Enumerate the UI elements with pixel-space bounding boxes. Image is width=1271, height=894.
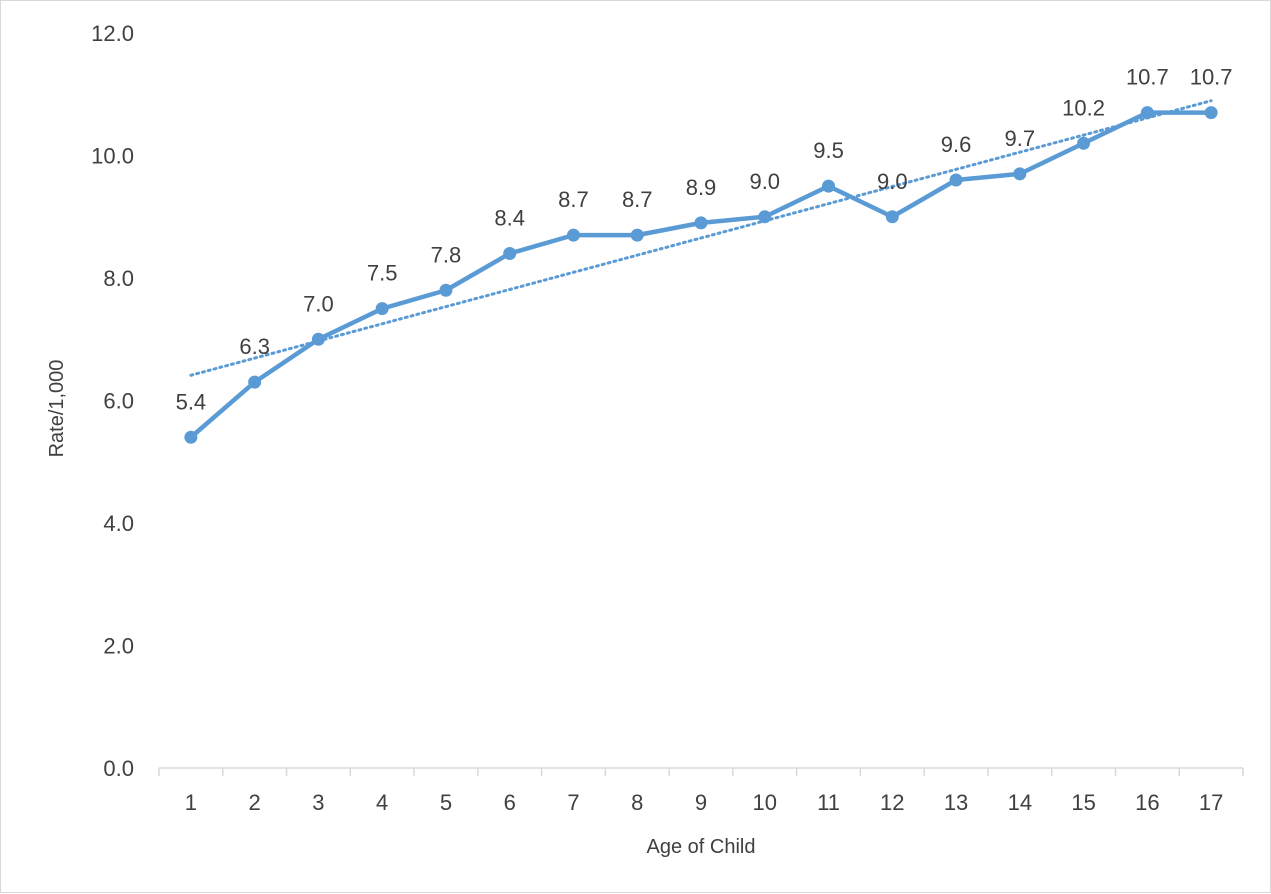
series-line (188, 110, 1214, 440)
data-point (184, 430, 198, 444)
data-point (503, 247, 517, 260)
data-label: 10.2 (1062, 95, 1105, 120)
x-tick-label: 15 (1071, 790, 1095, 815)
data-label: 9.5 (813, 138, 844, 163)
data-label: 7.5 (367, 261, 398, 286)
data-point (248, 375, 262, 389)
x-tick-label: 12 (880, 790, 904, 815)
data-label: 8.4 (494, 206, 525, 231)
x-tick-label: 4 (376, 790, 388, 815)
x-tick-label: 8 (631, 790, 643, 815)
data-label: 9.0 (749, 169, 780, 194)
data-point (566, 228, 580, 242)
x-tick-label: 16 (1135, 790, 1159, 815)
data-label: 8.9 (686, 175, 717, 200)
x-tick-label: 10 (753, 790, 777, 815)
x-tick-label: 14 (1008, 790, 1032, 815)
x-tick-label: 13 (944, 790, 968, 815)
data-label: 10.7 (1126, 65, 1169, 90)
x-tick-label: 17 (1199, 790, 1223, 815)
data-label: 7.0 (303, 291, 334, 316)
data-point (1077, 136, 1091, 150)
y-axis-title: Rate/1,000 (46, 360, 68, 458)
y-tick-label: 0.0 (103, 756, 134, 781)
x-tick-label: 7 (567, 790, 579, 815)
x-tick-label: 9 (695, 790, 707, 815)
data-label: 9.0 (877, 169, 908, 194)
data-label: 7.8 (431, 242, 462, 267)
y-tick-label: 2.0 (103, 634, 134, 659)
data-point (630, 228, 644, 242)
x-tick-label: 3 (312, 790, 324, 815)
data-label: 9.7 (1005, 126, 1036, 151)
x-axis-title: Age of Child (647, 836, 756, 858)
x-tick-label: 11 (817, 790, 840, 815)
data-point (885, 210, 899, 224)
data-label: 9.6 (941, 132, 972, 157)
data-point (1013, 167, 1027, 181)
y-tick-label: 12.0 (91, 21, 134, 46)
data-label: 10.7 (1190, 65, 1233, 90)
y-tick-label: 8.0 (103, 266, 134, 291)
data-label: 8.7 (558, 187, 589, 212)
data-point (694, 216, 708, 230)
data-point (822, 179, 836, 193)
y-tick-label: 6.0 (103, 389, 134, 414)
data-point (949, 173, 963, 187)
x-tick-label: 5 (440, 790, 452, 815)
data-label: 5.4 (176, 389, 207, 414)
x-tick-label: 6 (504, 790, 516, 815)
data-point (375, 302, 389, 316)
x-tick-label: 2 (249, 790, 261, 815)
data-label: 6.3 (239, 334, 270, 359)
data-point (439, 283, 453, 297)
x-tick-label: 1 (185, 790, 197, 815)
y-tick-label: 10.0 (91, 144, 134, 169)
data-point (311, 332, 325, 346)
data-point (1140, 106, 1154, 120)
data-point (758, 210, 772, 224)
data-label: 8.7 (622, 187, 653, 212)
data-point (1204, 106, 1218, 120)
y-tick-label: 4.0 (103, 511, 134, 536)
trendline (189, 99, 1213, 377)
